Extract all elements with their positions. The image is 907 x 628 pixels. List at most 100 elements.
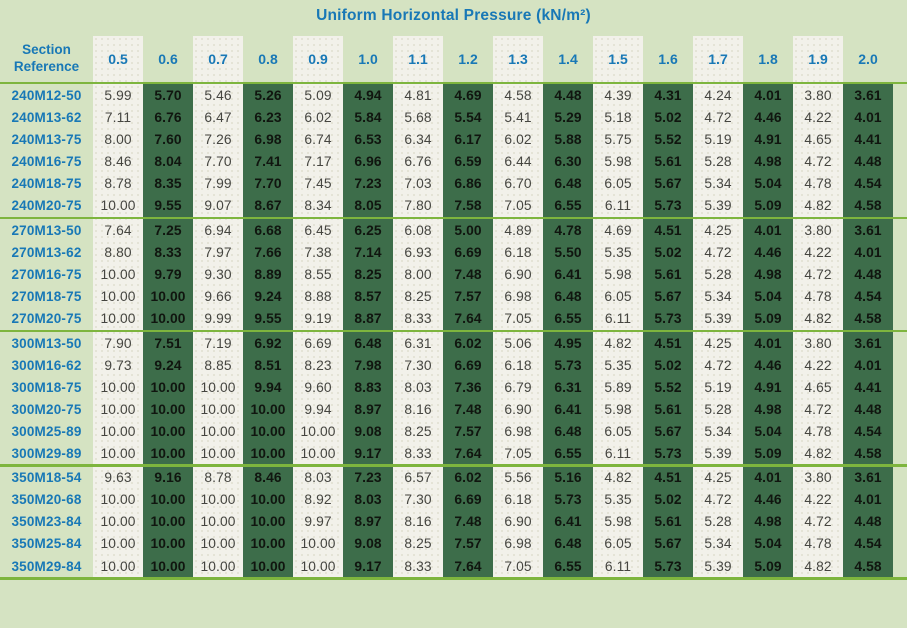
pressure-header-cell: 1.3: [508, 51, 528, 67]
value-cell: 7.80: [404, 198, 432, 214]
corner-header-line1: Section: [22, 42, 71, 58]
value-cell: 4.54: [854, 176, 882, 192]
value-cell: 6.11: [604, 310, 632, 326]
corner-header-line2: Reference: [13, 59, 80, 74]
value-cell: 7.23: [354, 470, 382, 486]
value-cell: 4.58: [504, 88, 532, 104]
value-cell: 6.45: [304, 222, 332, 238]
value-cell: 4.41: [854, 132, 882, 148]
value-cell: 10.00: [150, 445, 186, 461]
value-cell: 3.80: [804, 470, 832, 486]
value-cell: 7.41: [254, 154, 282, 170]
value-cell: 8.67: [254, 198, 282, 214]
value-cell: 6.76: [154, 110, 182, 126]
table-row: 240M18-75 8.78 8.35 7.99 7.70 7.45 7.23 7.03 6.8…: [0, 173, 907, 195]
pressure-header-cell: 1.8: [758, 51, 778, 67]
value-cell: 4.25: [704, 222, 732, 238]
section-ref-cell: 350M20-68: [11, 492, 82, 508]
value-cell: 5.02: [654, 492, 682, 508]
table-row: 300M13-50 7.90 7.51 7.19 6.92 6.69 6.48 6.31 6.0…: [0, 332, 907, 354]
value-cell: 7.30: [404, 357, 432, 373]
value-cell: 4.65: [804, 379, 832, 395]
value-cell: 5.67: [654, 288, 682, 304]
value-cell: 4.78: [804, 288, 832, 304]
value-cell: 4.51: [654, 335, 682, 351]
value-cell: 6.69: [454, 357, 482, 373]
value-cell: 4.51: [654, 470, 682, 486]
value-cell: 10.00: [150, 379, 186, 395]
value-cell: 6.02: [504, 132, 532, 148]
value-cell: 8.89: [254, 266, 282, 282]
value-cell: 7.98: [354, 357, 382, 373]
value-cell: 5.28: [704, 266, 732, 282]
column-strip: [793, 36, 843, 577]
value-cell: 10.00: [100, 266, 136, 282]
value-cell: 7.11: [104, 110, 132, 126]
value-cell: 4.01: [754, 222, 782, 238]
value-cell: 5.98: [604, 401, 632, 417]
value-cell: 5.16: [554, 470, 582, 486]
value-cell: 5.88: [554, 132, 582, 148]
section-ref-cell: 300M20-75: [11, 401, 82, 417]
value-cell: 5.26: [254, 88, 282, 104]
value-cell: 4.72: [804, 401, 832, 417]
value-cell: 6.68: [254, 222, 282, 238]
value-cell: 6.08: [404, 222, 432, 238]
value-cell: 9.17: [354, 558, 382, 574]
value-cell: 4.58: [854, 558, 882, 574]
value-cell: 4.89: [504, 222, 532, 238]
value-cell: 5.28: [704, 154, 732, 170]
section-ref-cell: 300M29-89: [11, 445, 82, 461]
value-cell: 4.58: [854, 310, 882, 326]
value-cell: 4.31: [654, 88, 682, 104]
pressure-header-cell: 1.6: [658, 51, 678, 67]
table-row: 240M20-75 10.00 9.55 9.07 8.67 8.34 8.05 7.80 7.…: [0, 195, 907, 217]
value-cell: 5.61: [654, 401, 682, 417]
value-cell: 10.00: [250, 558, 286, 574]
column-strip: [293, 36, 343, 577]
value-cell: 6.69: [454, 244, 482, 260]
value-cell: 8.00: [104, 132, 132, 148]
value-cell: 4.72: [804, 514, 832, 530]
value-cell: 8.25: [404, 288, 432, 304]
value-cell: 5.06: [504, 335, 532, 351]
value-cell: 7.05: [504, 558, 532, 574]
pressure-header-cell: 2.0: [858, 51, 878, 67]
pressure-header-cell: 1.9: [808, 51, 828, 67]
table-body: 240M12-50 5.99 5.70 5.46 5.26 5.09 4.94 4.81 4.6…: [0, 85, 907, 580]
value-cell: 8.51: [254, 357, 282, 373]
section-ref-cell: 270M20-75: [11, 310, 82, 326]
value-cell: 5.18: [604, 110, 632, 126]
section-ref-cell: 350M18-54: [11, 470, 82, 486]
value-cell: 4.58: [854, 198, 882, 214]
header-rule: [0, 81, 907, 84]
value-cell: 7.19: [204, 335, 232, 351]
value-cell: 4.48: [854, 266, 882, 282]
value-cell: 4.81: [404, 88, 432, 104]
value-cell: 9.94: [254, 379, 282, 395]
value-cell: 8.46: [104, 154, 132, 170]
value-cell: 7.57: [454, 536, 482, 552]
value-cell: 7.48: [454, 266, 482, 282]
value-cell: 5.09: [304, 88, 332, 104]
column-strip: [93, 36, 143, 577]
value-cell: 5.98: [604, 266, 632, 282]
value-cell: 3.61: [854, 88, 882, 104]
value-cell: 10.00: [100, 288, 136, 304]
value-cell: 9.66: [204, 288, 232, 304]
section-ref-cell: 240M18-75: [11, 176, 82, 192]
value-cell: 4.01: [854, 357, 882, 373]
value-cell: 3.61: [854, 335, 882, 351]
value-cell: 8.25: [354, 266, 382, 282]
value-cell: 7.99: [204, 176, 232, 192]
value-cell: 10.00: [100, 423, 136, 439]
value-cell: 10.00: [150, 558, 186, 574]
value-cell: 10.00: [300, 423, 336, 439]
value-cell: 3.80: [804, 335, 832, 351]
value-cell: 4.72: [704, 357, 732, 373]
value-cell: 7.64: [104, 222, 132, 238]
value-cell: 4.54: [854, 536, 882, 552]
value-cell: 6.05: [604, 423, 632, 439]
value-cell: 9.55: [254, 310, 282, 326]
value-cell: 4.48: [554, 88, 582, 104]
